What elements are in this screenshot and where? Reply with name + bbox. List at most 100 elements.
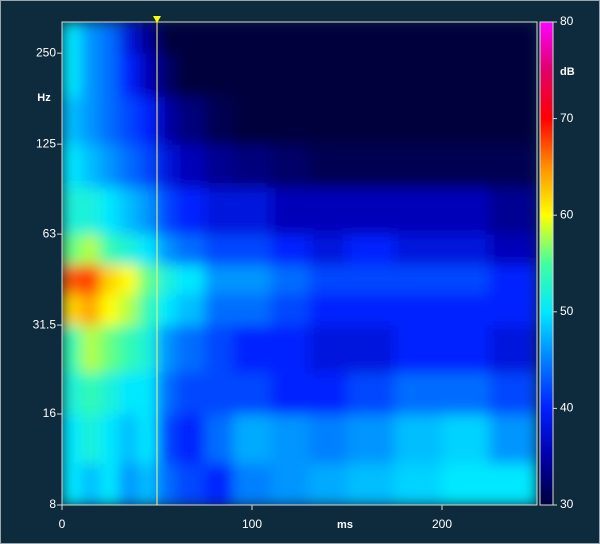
heatmap-cell: [81, 372, 101, 415]
heatmap-cell: [81, 22, 101, 54]
heatmap-cell: [119, 144, 139, 188]
heatmap-cell: [176, 264, 205, 295]
heatmap-cell: [394, 293, 443, 326]
heatmap-cell: [233, 325, 272, 373]
heatmap-cell: [394, 22, 443, 54]
heatmap-cell: [309, 414, 348, 464]
heatmap-cell: [176, 234, 205, 265]
heatmap-cell: [489, 293, 537, 326]
heatmap-cell: [119, 264, 139, 295]
x-tick-label: 0: [59, 517, 66, 531]
heatmap-cell: [347, 187, 395, 235]
heatmap-cell: [309, 22, 348, 54]
heatmap-cell: [100, 53, 120, 97]
heatmap-cell: [489, 96, 537, 145]
heatmap-cell: [138, 372, 158, 415]
heatmap-cell: [204, 293, 234, 326]
heatmap-cell: [489, 463, 537, 505]
heatmap-cell: [62, 22, 82, 54]
heatmap-cell: [347, 234, 395, 265]
heatmap-cell: [119, 22, 139, 54]
heatmap-cell: [442, 463, 490, 505]
heatmap-cell: [176, 463, 205, 505]
heatmap-cell: [157, 372, 177, 415]
heatmap-cell: [309, 325, 348, 373]
heatmap-cell: [394, 325, 443, 373]
heatmap-cell: [157, 96, 177, 145]
heatmap-cell: [347, 264, 395, 295]
heatmap-cell: [138, 187, 158, 235]
heatmap-cell: [176, 414, 205, 464]
heatmap-cell: [204, 264, 234, 295]
heatmap-cell: [489, 144, 537, 188]
heatmap-cell: [489, 372, 537, 415]
colorbar-tick-label: 60: [560, 207, 574, 221]
heatmap-cell: [233, 463, 272, 505]
colorbar-tick-label: 70: [560, 111, 574, 125]
heatmap-cell: [233, 414, 272, 464]
heatmap-cell: [271, 293, 310, 326]
colorbar-tick-label: 50: [560, 304, 574, 318]
heatmap-cell: [489, 53, 537, 97]
heatmap-cell: [394, 96, 443, 145]
heatmap-cell: [309, 463, 348, 505]
heatmap-cell: [100, 96, 120, 145]
heatmap-cell: [309, 96, 348, 145]
heatmap-cell: [100, 293, 120, 326]
heatmap-cell: [176, 187, 205, 235]
heatmap-cell: [489, 187, 537, 235]
heatmap-cell: [271, 187, 310, 235]
heatmap-cell: [100, 264, 120, 295]
heatmap-cell: [309, 372, 348, 415]
heatmap-cell: [204, 372, 234, 415]
heatmap-cell: [442, 53, 490, 97]
heatmap-cell: [394, 414, 443, 464]
heatmap-cell: [271, 372, 310, 415]
heatmap-cell: [157, 463, 177, 505]
heatmap-cell: [157, 22, 177, 54]
heatmap-cell: [62, 264, 82, 295]
heatmap-cell: [442, 234, 490, 265]
heatmap-cell: [233, 144, 272, 188]
heatmap-cell: [119, 293, 139, 326]
heatmap-cell: [309, 264, 348, 295]
heatmap-cell: [119, 96, 139, 145]
heatmap-cell: [138, 96, 158, 145]
heatmap-cell: [489, 22, 537, 54]
heatmap-cell: [233, 234, 272, 265]
heatmap-cell: [489, 264, 537, 295]
heatmap-cell: [119, 372, 139, 415]
heatmap-cell: [119, 325, 139, 373]
heatmap-cell: [81, 414, 101, 464]
heatmap-cell: [394, 144, 443, 188]
heatmap-cell: [81, 264, 101, 295]
heatmap-cell: [81, 463, 101, 505]
heatmap-cell: [176, 293, 205, 326]
heatmap-cell: [138, 325, 158, 373]
heatmap-cell: [394, 53, 443, 97]
heatmap-cell: [347, 96, 395, 145]
heatmap-cell: [309, 293, 348, 326]
heatmap-cell: [176, 144, 205, 188]
heatmap-cell: [138, 264, 158, 295]
colorbar-label: dB: [560, 66, 575, 78]
heatmap-cell: [157, 293, 177, 326]
heatmap-cell: [62, 293, 82, 326]
heatmap-cell: [233, 372, 272, 415]
heatmap-cell: [442, 22, 490, 54]
heatmap-cell: [81, 234, 101, 265]
heatmap-cell: [309, 144, 348, 188]
heatmap-cell: [271, 96, 310, 145]
heatmap-cell: [81, 187, 101, 235]
heatmap-cell: [204, 96, 234, 145]
heatmap-cell: [62, 96, 82, 145]
heatmap-cell: [119, 53, 139, 97]
heatmap-cell: [233, 187, 272, 235]
heatmap-cell: [442, 264, 490, 295]
heatmap-cell: [176, 325, 205, 373]
heatmap-cell: [271, 53, 310, 97]
heatmap-cell: [100, 463, 120, 505]
heatmap-cell: [309, 53, 348, 97]
heatmap-cell: [347, 325, 395, 373]
heatmap: [62, 22, 537, 505]
